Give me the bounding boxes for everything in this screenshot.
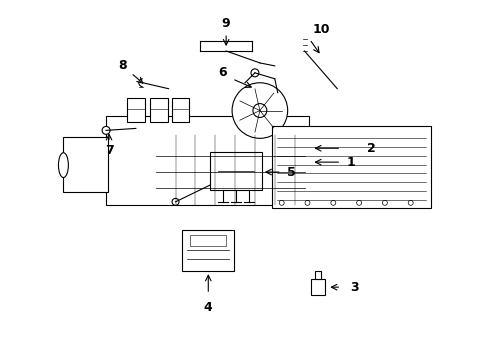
Text: 9: 9 <box>222 17 230 30</box>
Text: 2: 2 <box>366 142 375 155</box>
Circle shape <box>330 201 335 205</box>
Bar <box>106 116 309 205</box>
Bar <box>271 126 429 208</box>
Circle shape <box>356 201 361 205</box>
Bar <box>210 152 262 190</box>
Text: 8: 8 <box>119 59 127 72</box>
Circle shape <box>172 198 179 205</box>
Circle shape <box>102 126 110 134</box>
Bar <box>127 98 144 122</box>
Circle shape <box>250 69 258 77</box>
Bar <box>182 230 234 271</box>
Text: 7: 7 <box>104 144 113 157</box>
Circle shape <box>279 201 284 205</box>
Bar <box>149 98 167 122</box>
Text: 3: 3 <box>349 281 358 294</box>
Text: 6: 6 <box>218 66 226 79</box>
Text: 10: 10 <box>312 23 329 36</box>
Circle shape <box>252 104 266 117</box>
Text: 1: 1 <box>346 156 355 168</box>
Bar <box>63 137 108 192</box>
Circle shape <box>407 201 412 205</box>
Circle shape <box>305 201 309 205</box>
Text: 5: 5 <box>286 166 295 179</box>
Text: 4: 4 <box>203 301 212 314</box>
Circle shape <box>232 83 287 138</box>
Bar <box>171 98 189 122</box>
Circle shape <box>382 201 386 205</box>
Bar <box>311 279 325 295</box>
Bar <box>315 271 321 279</box>
Ellipse shape <box>59 153 68 177</box>
Bar <box>190 235 225 247</box>
